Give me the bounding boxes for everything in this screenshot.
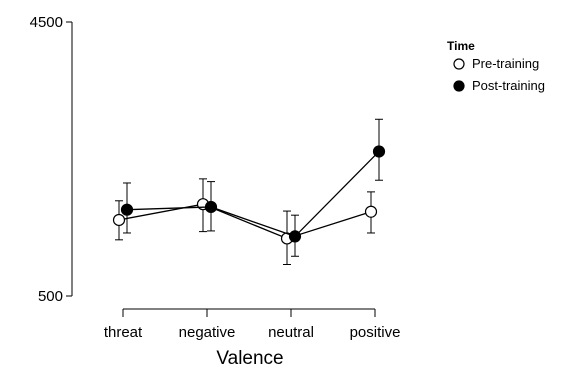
legend-marker [453, 80, 465, 92]
y-tick-label: 4500 [30, 14, 63, 31]
x-axis: threat negative neutral positive [104, 308, 401, 341]
y-tick-label: 500 [38, 288, 63, 305]
series-pre-training [112, 178, 378, 265]
legend: Time Pre-training Post-training [447, 39, 545, 93]
x-tick-label: positive [350, 324, 401, 341]
legend-label: Pre-training [472, 56, 539, 71]
series-post-training [120, 118, 386, 257]
series-line [118, 203, 372, 240]
data-point [204, 200, 218, 214]
x-tick-label: neutral [268, 324, 314, 341]
legend-label: Post-training [472, 78, 545, 93]
series-line [126, 151, 380, 238]
legend-title: Time [447, 39, 475, 53]
x-axis-title: Valence [216, 348, 283, 369]
x-tick-label: threat [104, 324, 143, 341]
data-point [288, 230, 302, 243]
legend-marker [453, 58, 465, 70]
data-point [120, 203, 134, 216]
data-point [372, 145, 386, 158]
data-point [112, 213, 126, 227]
x-tick-label: negative [179, 324, 236, 341]
series-layer [112, 118, 386, 265]
y-axis: 500 4500 [30, 14, 73, 305]
data-point [364, 205, 378, 218]
